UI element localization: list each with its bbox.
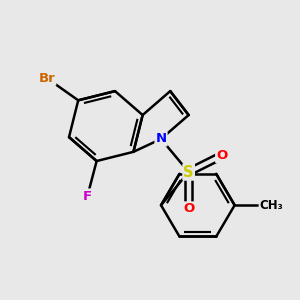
Text: N: N bbox=[155, 133, 167, 146]
Text: Br: Br bbox=[39, 72, 55, 85]
Text: O: O bbox=[183, 202, 194, 215]
Text: O: O bbox=[216, 149, 227, 162]
Text: CH₃: CH₃ bbox=[260, 199, 283, 212]
Text: S: S bbox=[183, 165, 194, 180]
Text: F: F bbox=[83, 190, 92, 202]
